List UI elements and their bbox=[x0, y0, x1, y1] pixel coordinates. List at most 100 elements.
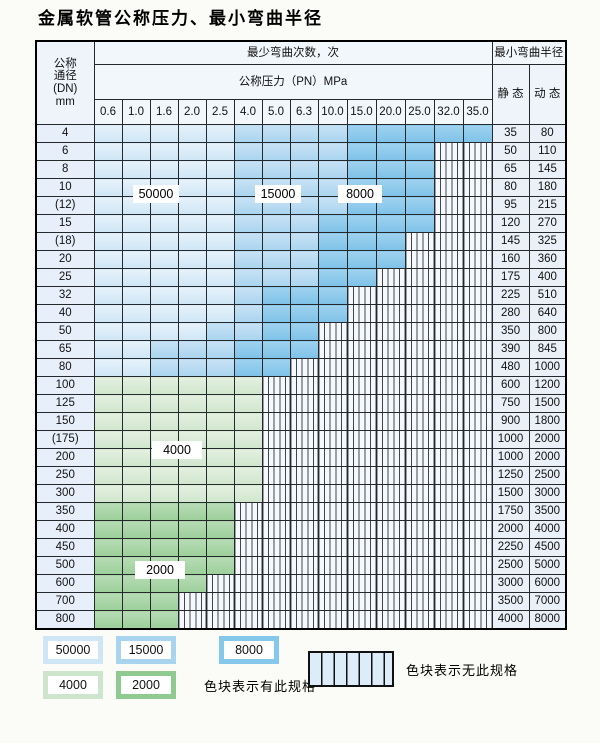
cell-50000 bbox=[149, 214, 179, 233]
cell-50000 bbox=[177, 160, 207, 179]
legend-swatch-15000-label: 15000 bbox=[121, 641, 171, 659]
cell-4000 bbox=[177, 466, 207, 485]
cell-unavailable bbox=[346, 448, 377, 467]
dynamic-radius-value: 800 bbox=[528, 322, 567, 341]
cell-8000 bbox=[404, 196, 435, 215]
cell-15000 bbox=[289, 160, 319, 179]
cell-unavailable bbox=[462, 556, 493, 575]
cell-15000 bbox=[289, 268, 319, 287]
cell-50000 bbox=[205, 124, 235, 143]
cell-8000 bbox=[317, 250, 348, 269]
cell-4000 bbox=[233, 394, 263, 413]
cell-50000 bbox=[149, 142, 179, 161]
pressure-col-header: 20.0 bbox=[375, 99, 406, 125]
legend-striped-swatch bbox=[308, 651, 394, 687]
dn-label: 200 bbox=[35, 448, 95, 467]
cell-15000 bbox=[289, 214, 319, 233]
pressure-col-header: 0.6 bbox=[93, 99, 123, 125]
cell-15000 bbox=[289, 124, 319, 143]
static-radius-value: 50 bbox=[491, 142, 530, 161]
cell-unavailable bbox=[289, 502, 319, 521]
table-row: 500 2500 5000 bbox=[35, 556, 567, 575]
cell-50000 bbox=[205, 214, 235, 233]
static-radius-value: 175 bbox=[491, 268, 530, 287]
cell-unavailable bbox=[233, 556, 263, 575]
dynamic-radius-value: 510 bbox=[528, 286, 567, 305]
cell-unavailable bbox=[375, 430, 406, 449]
table-row: 65 390 845 bbox=[35, 340, 567, 359]
cell-unavailable bbox=[233, 502, 263, 521]
table-row: 6 50 110 bbox=[35, 142, 567, 161]
cell-4000 bbox=[233, 376, 263, 395]
cell-unavailable bbox=[462, 466, 493, 485]
dn-label: 25 bbox=[35, 268, 95, 287]
dn-label: 15 bbox=[35, 214, 95, 233]
cell-15000 bbox=[261, 142, 291, 161]
cell-4000 bbox=[93, 484, 123, 503]
cell-unavailable bbox=[404, 538, 435, 557]
cell-unavailable bbox=[261, 394, 291, 413]
cell-4000 bbox=[121, 376, 151, 395]
cell-unavailable bbox=[317, 412, 348, 431]
cell-4000 bbox=[149, 466, 179, 485]
static-radius-value: 1250 bbox=[491, 466, 530, 485]
dynamic-radius-value: 215 bbox=[528, 196, 567, 215]
pressure-col-header: 1.0 bbox=[121, 99, 151, 125]
cell-2000 bbox=[121, 538, 151, 557]
cell-unavailable bbox=[375, 610, 406, 629]
table-row: (12) 95 215 bbox=[35, 196, 567, 215]
header-dn-line2: 通径 bbox=[53, 70, 77, 83]
dynamic-radius-value: 2500 bbox=[528, 466, 567, 485]
cell-2000 bbox=[93, 556, 123, 575]
cell-15000 bbox=[289, 232, 319, 251]
cell-50000 bbox=[93, 286, 123, 305]
cell-unavailable bbox=[205, 592, 235, 611]
cell-unavailable bbox=[346, 592, 377, 611]
cell-50000 bbox=[121, 142, 151, 161]
dynamic-radius-value: 180 bbox=[528, 178, 567, 197]
legend-row-blue: 50000 15000 8000 bbox=[43, 636, 583, 664]
cell-unavailable bbox=[346, 340, 377, 359]
cell-8000 bbox=[289, 322, 319, 341]
cell-50000 bbox=[205, 268, 235, 287]
cell-50000 bbox=[93, 358, 123, 377]
cell-unavailable bbox=[433, 268, 464, 287]
cell-unavailable bbox=[462, 196, 493, 215]
legend-unavailable-note: 色块表示无此规格 bbox=[406, 662, 519, 678]
header-bend-cycles: 最少弯曲次数，次 bbox=[93, 40, 493, 65]
cell-50000 bbox=[205, 142, 235, 161]
pressure-col-header: 32.0 bbox=[433, 99, 464, 125]
cell-15000 bbox=[233, 304, 263, 323]
cell-unavailable bbox=[233, 610, 263, 629]
cell-8000 bbox=[233, 358, 263, 377]
cell-15000 bbox=[149, 340, 179, 359]
cell-4000 bbox=[93, 394, 123, 413]
cell-50000 bbox=[149, 304, 179, 323]
cell-50000 bbox=[149, 286, 179, 305]
cell-15000 bbox=[177, 340, 207, 359]
static-radius-value: 160 bbox=[491, 250, 530, 269]
cell-unavailable bbox=[433, 574, 464, 593]
cell-unavailable bbox=[261, 610, 291, 629]
cell-unavailable bbox=[462, 358, 493, 377]
cell-unavailable bbox=[462, 286, 493, 305]
dynamic-radius-value: 3500 bbox=[528, 502, 567, 521]
legend-unavailable: 色块表示无此规格 bbox=[308, 651, 518, 687]
cell-4000 bbox=[149, 394, 179, 413]
cell-unavailable bbox=[462, 394, 493, 413]
dn-label: (175) bbox=[35, 430, 95, 449]
static-radius-value: 145 bbox=[491, 232, 530, 251]
cell-unavailable bbox=[433, 178, 464, 197]
cell-8000 bbox=[261, 358, 291, 377]
cell-8000 bbox=[317, 214, 348, 233]
cell-4000 bbox=[205, 466, 235, 485]
cell-unavailable bbox=[289, 376, 319, 395]
pressure-col-header: 2.5 bbox=[205, 99, 235, 125]
cell-unavailable bbox=[404, 430, 435, 449]
cell-15000 bbox=[317, 142, 348, 161]
page-title: 金属软管公称压力、最小弯曲半径 bbox=[38, 9, 323, 29]
dynamic-radius-value: 1000 bbox=[528, 358, 567, 377]
pressure-col-header: 15.0 bbox=[346, 99, 377, 125]
cell-4000 bbox=[233, 466, 263, 485]
cell-15000 bbox=[261, 268, 291, 287]
